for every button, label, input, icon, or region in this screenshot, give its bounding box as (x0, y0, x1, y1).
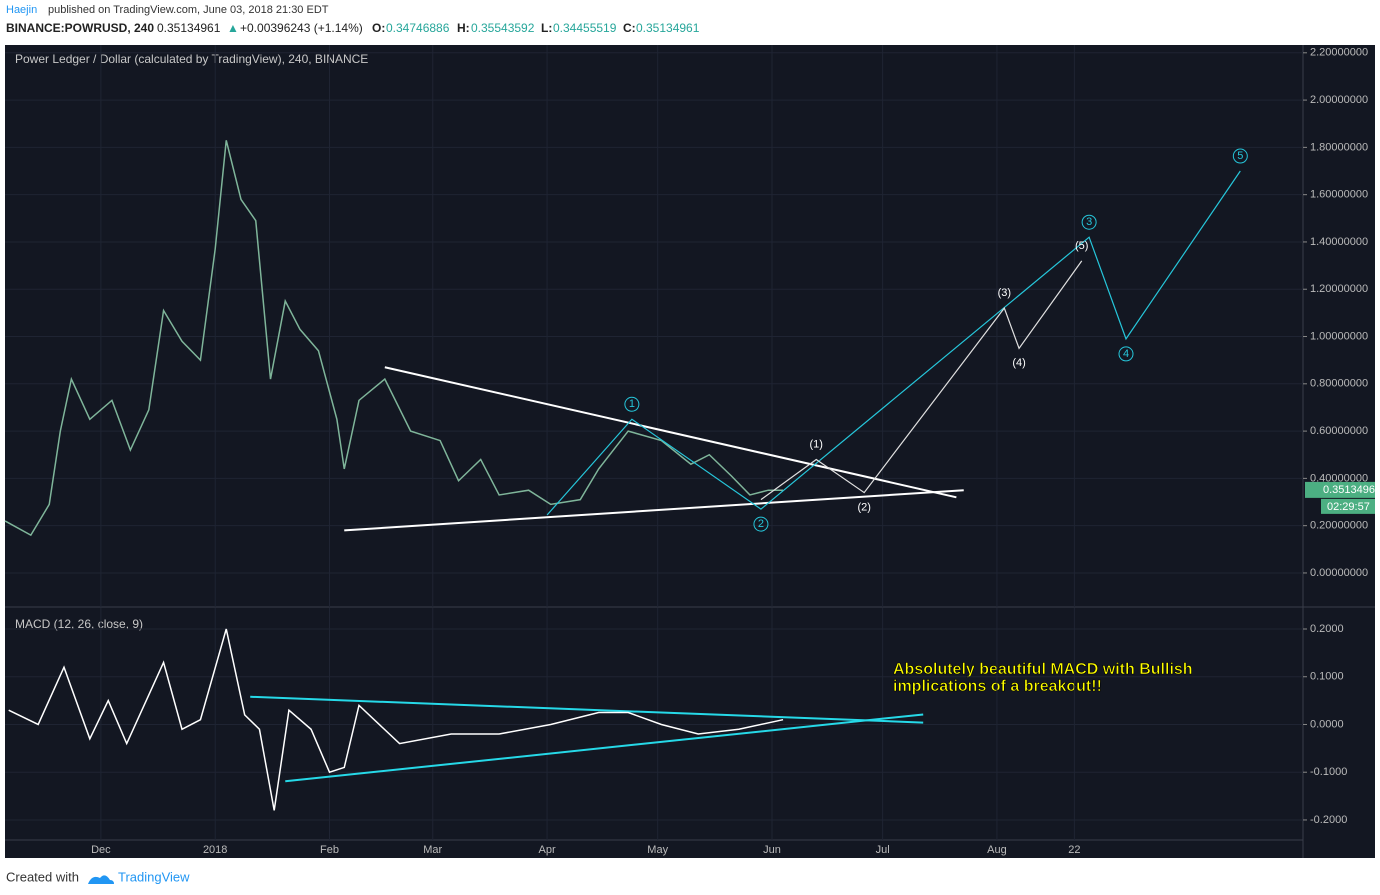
wave-marker (753, 516, 769, 532)
last-price: 0.35134961 (1323, 484, 1380, 496)
chart-background (5, 45, 1375, 858)
wave-label: 3 (1086, 216, 1092, 228)
arrow: ▲ (227, 21, 239, 35)
trendline (384, 366, 957, 499)
y-tick-label: 0.40000000 (1310, 472, 1368, 484)
c: 0.35134961 (636, 21, 700, 35)
wave-label: (4) (1012, 357, 1025, 369)
wave-label: 1 (629, 398, 635, 410)
l: 0.34455519 (553, 21, 617, 35)
y-tick-label: 1.60000000 (1310, 189, 1368, 201)
annotation-line: implications of a breakout!! (893, 678, 1102, 695)
y-tick-label: 0.1000 (1310, 671, 1344, 683)
x-tick-label: Apr (539, 844, 556, 856)
countdown-badge (1321, 498, 1375, 514)
y-tick-label: 2.20000000 (1310, 47, 1368, 59)
wave-projection (546, 170, 1241, 516)
price-line (4, 140, 784, 537)
author[interactable]: Haejin (6, 4, 37, 16)
y-tick-label: 0.20000000 (1310, 520, 1368, 532)
last-price-badge (1305, 481, 1375, 498)
y-tick-label: -0.2000 (1310, 814, 1347, 826)
y-tick-label: 0.00000000 (1310, 567, 1368, 579)
y-tick-label: 1.40000000 (1310, 236, 1368, 248)
c-label: C: (623, 21, 636, 35)
trendline (250, 695, 924, 724)
annotation-line: Absolutely beautiful MACD with Bullish (893, 661, 1193, 678)
change: +0.00396243 (+1.14%) (240, 21, 363, 35)
x-tick-label: Jun (763, 844, 781, 856)
x-tick-label: Jul (876, 844, 890, 856)
macd-title: MACD (12, 26, close, 9) (15, 617, 143, 631)
price-line (8, 628, 784, 811)
wave-marker (1081, 214, 1097, 230)
y-tick-label: 1.80000000 (1310, 141, 1368, 153)
wave-marker (1232, 148, 1248, 164)
x-tick-label: May (647, 844, 668, 856)
last: 0.35134961 (157, 21, 221, 35)
x-tick-label: Feb (320, 844, 339, 856)
x-tick-label: 2018 (203, 844, 227, 856)
symbol: BINANCE:POWRUSD, 240 (6, 21, 154, 35)
wave-label: (5) (1075, 240, 1088, 252)
logo (88, 875, 114, 884)
o: 0.34746886 (386, 21, 450, 35)
countdown: 02:29:57 (1327, 501, 1370, 513)
l-label: L: (541, 21, 552, 35)
wave-label: 2 (758, 518, 764, 530)
x-tick-label: Dec (91, 844, 111, 856)
o-label: O: (372, 21, 385, 35)
wave-marker (624, 396, 640, 412)
wave-marker (1118, 346, 1134, 362)
h: 0.35543592 (471, 21, 535, 35)
x-tick-label: Mar (423, 844, 442, 856)
trendline (344, 489, 964, 532)
wave-label: 4 (1123, 348, 1129, 360)
x-tick-label: 22 (1068, 844, 1080, 856)
annotation: Absolutely beautiful MACD with Bullish i… (893, 661, 1193, 696)
wave-projection (760, 260, 1083, 501)
footer-text: Created with (6, 869, 79, 884)
wave-label: (1) (810, 438, 823, 450)
chart-title: Power Ledger / Dollar (calculated by Tra… (15, 52, 368, 66)
y-tick-label: 1.00000000 (1310, 330, 1368, 342)
wave-label: (2) (857, 501, 870, 513)
y-tick-label: 0.2000 (1310, 623, 1344, 635)
h-label: H: (457, 21, 470, 35)
x-tick-label: Aug (987, 844, 1007, 856)
y-tick-label: 1.20000000 (1310, 283, 1368, 295)
y-tick-label: -0.1000 (1310, 766, 1347, 778)
ohlc-row: BINANCE:POWRUSD, 240 0.35134961 ▲ +0.003… (6, 21, 700, 35)
y-tick-label: 2.00000000 (1310, 94, 1368, 106)
footer-brand[interactable]: TradingView (118, 869, 190, 884)
y-tick-label: 0.60000000 (1310, 425, 1368, 437)
y-tick-label: 0.0000 (1310, 718, 1344, 730)
y-tick-label: 0.80000000 (1310, 378, 1368, 390)
trendline (285, 713, 924, 783)
wave-label: (3) (998, 287, 1011, 299)
wave-label: 5 (1237, 150, 1243, 162)
published: published on TradingView.com, June 03, 2… (48, 4, 329, 16)
